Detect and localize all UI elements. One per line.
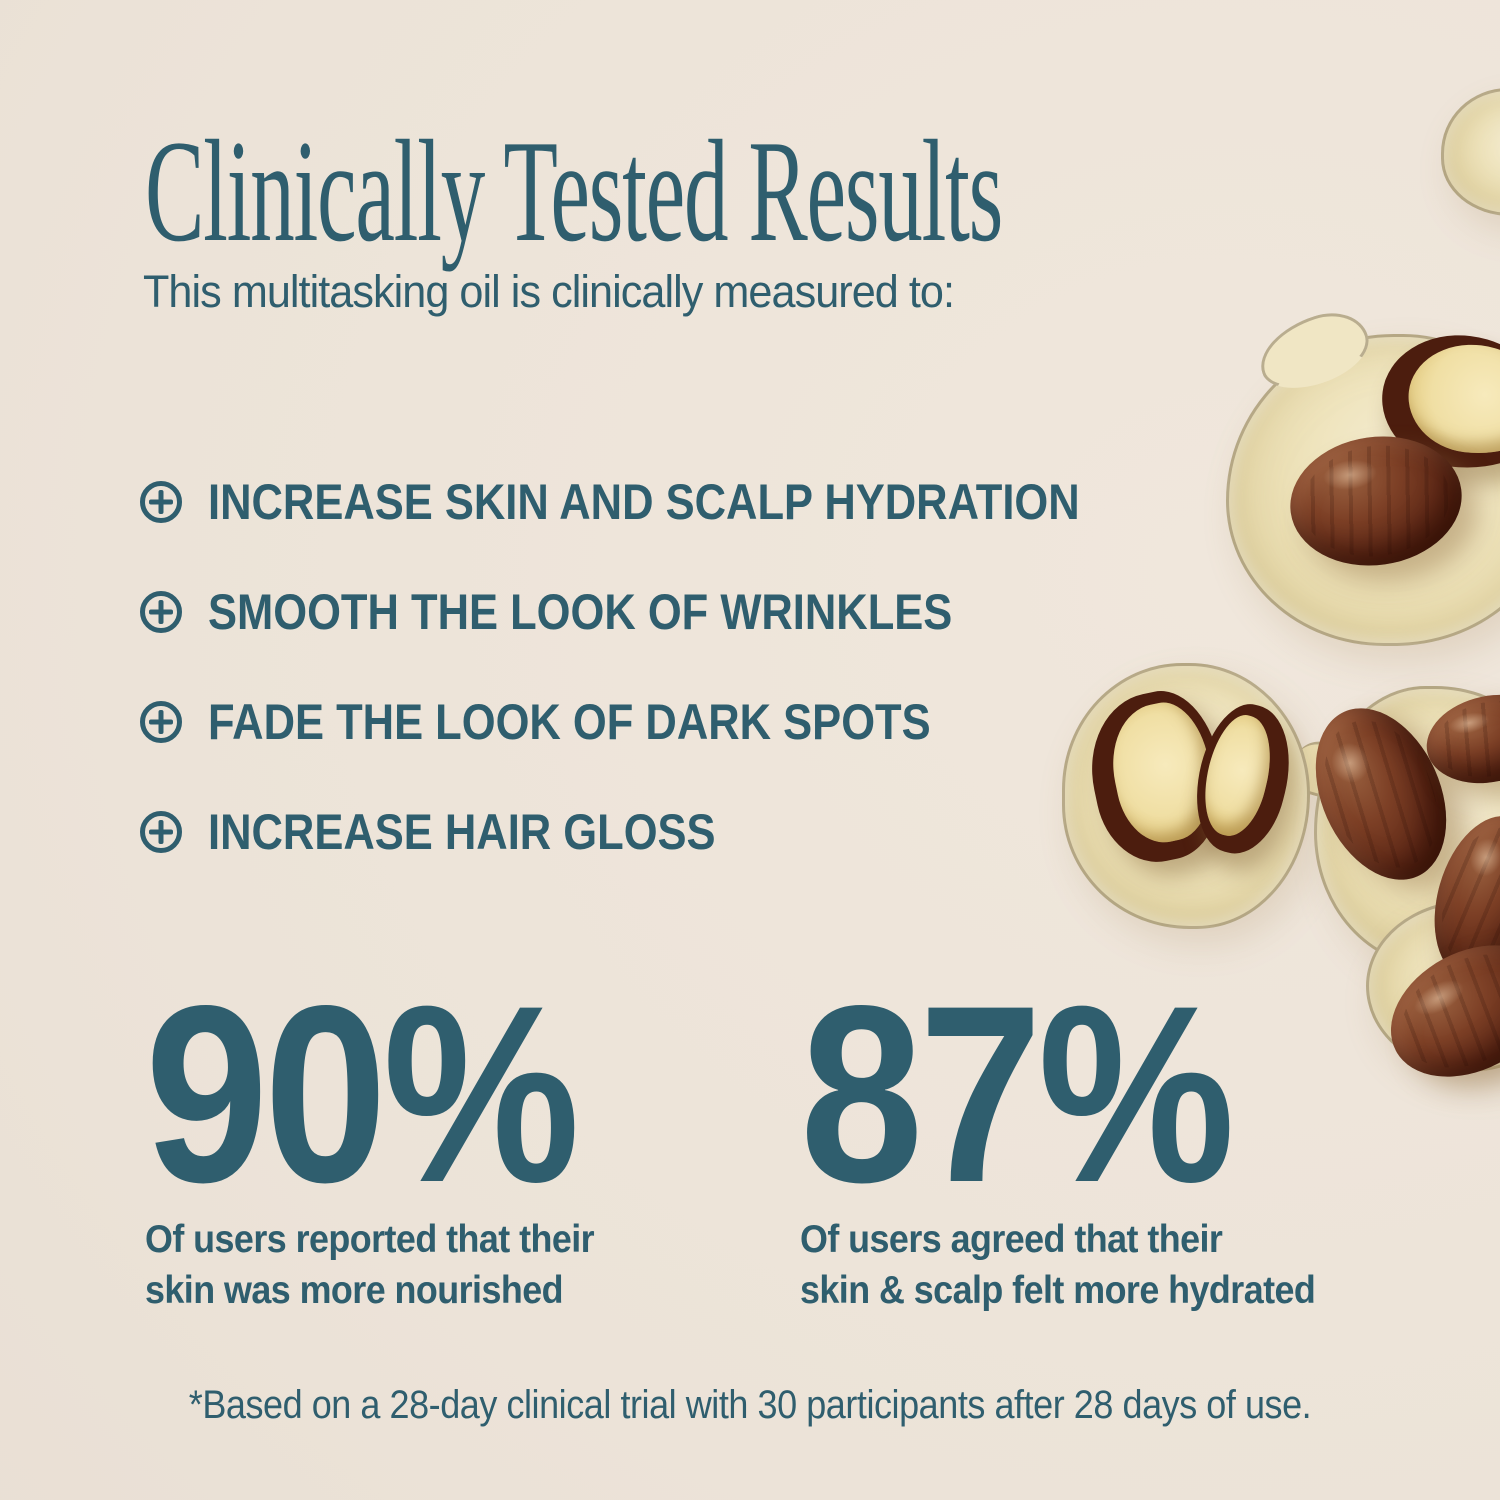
benefit-label: FADE THE LOOK OF DARK SPOTS	[208, 694, 931, 750]
benefit-item: FADE THE LOOK OF DARK SPOTS	[140, 694, 1210, 750]
plus-circle-icon	[140, 481, 182, 523]
stat-block: 90% Of users reported that their skin wa…	[145, 954, 634, 1316]
benefit-item: INCREASE SKIN AND SCALP HYDRATION	[140, 474, 1210, 530]
stat-value: 87%	[800, 954, 1235, 1235]
benefit-item: SMOOTH THE LOOK OF WRINKLES	[140, 584, 1210, 640]
oil-puddle-round	[1062, 663, 1310, 929]
footnote: *Based on a 28-day clinical trial with 3…	[188, 1383, 1312, 1427]
benefits-list: INCREASE SKIN AND SCALP HYDRATION SMOOTH…	[140, 474, 1210, 916]
stat-block: 87% Of users agreed that their skin & sc…	[800, 954, 1360, 1316]
page-title: Clinically Tested Results	[145, 110, 1003, 272]
jojoba-seed-cluster	[1290, 600, 1500, 1160]
benefit-item: INCREASE HAIR GLOSS	[140, 804, 1210, 860]
page-subtitle: This multitasking oil is clinically meas…	[143, 266, 955, 317]
plus-circle-icon	[140, 701, 182, 743]
benefit-label: SMOOTH THE LOOK OF WRINKLES	[208, 584, 953, 640]
stat-description: Of users reported that their skin was mo…	[145, 1215, 595, 1316]
stat-description-line: skin was more nourished	[145, 1268, 564, 1312]
stat-description: Of users agreed that their skin & scalp …	[800, 1215, 1316, 1316]
benefit-label: INCREASE SKIN AND SCALP HYDRATION	[208, 474, 1080, 530]
stat-value: 90%	[145, 954, 580, 1235]
oil-puddle-large	[1222, 302, 1500, 650]
stat-description-line: Of users agreed that their	[800, 1218, 1223, 1261]
plus-circle-icon	[140, 591, 182, 633]
stat-description-line: Of users reported that their	[145, 1218, 595, 1261]
benefit-label: INCREASE HAIR GLOSS	[208, 804, 716, 860]
plus-circle-icon	[140, 811, 182, 853]
stat-description-line: skin & scalp felt more hydrated	[800, 1268, 1316, 1312]
